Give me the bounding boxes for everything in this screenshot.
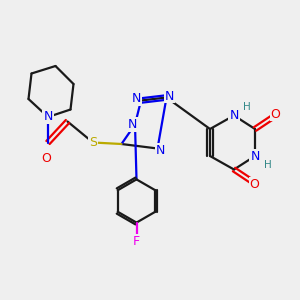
Text: N: N (132, 92, 141, 106)
Text: S: S (89, 136, 97, 149)
Text: N: N (127, 118, 137, 131)
Text: O: O (250, 178, 259, 191)
Text: F: F (133, 235, 140, 248)
Text: N: N (156, 143, 165, 157)
Text: N: N (229, 109, 239, 122)
Text: N: N (165, 89, 174, 103)
Text: N: N (43, 110, 53, 124)
Text: H: H (243, 101, 250, 112)
Text: O: O (42, 152, 51, 166)
Text: N: N (250, 149, 260, 163)
Text: H: H (264, 160, 272, 170)
Text: O: O (271, 107, 280, 121)
